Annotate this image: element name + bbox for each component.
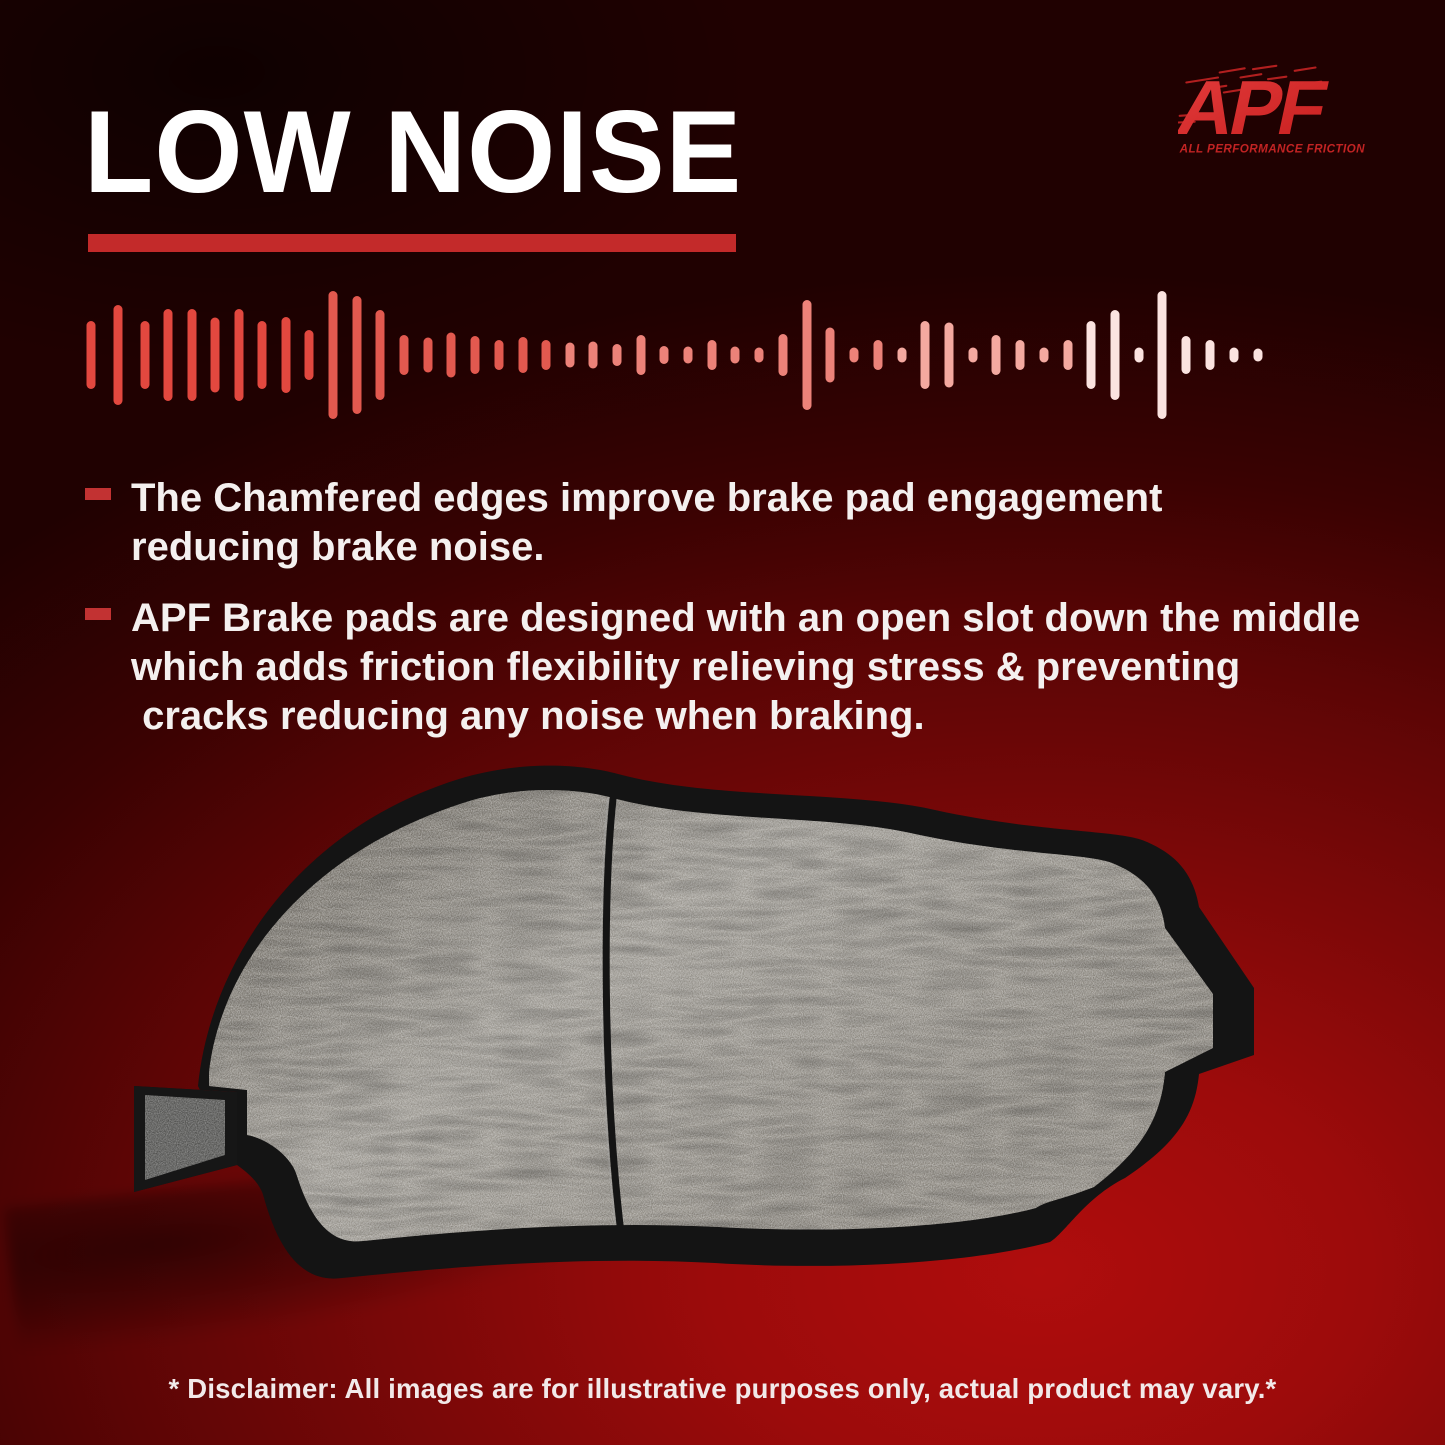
svg-text:APF: APF: [1178, 66, 1333, 151]
svg-text:ALL PERFORMANCE FRICTION: ALL PERFORMANCE FRICTION: [1179, 143, 1365, 156]
